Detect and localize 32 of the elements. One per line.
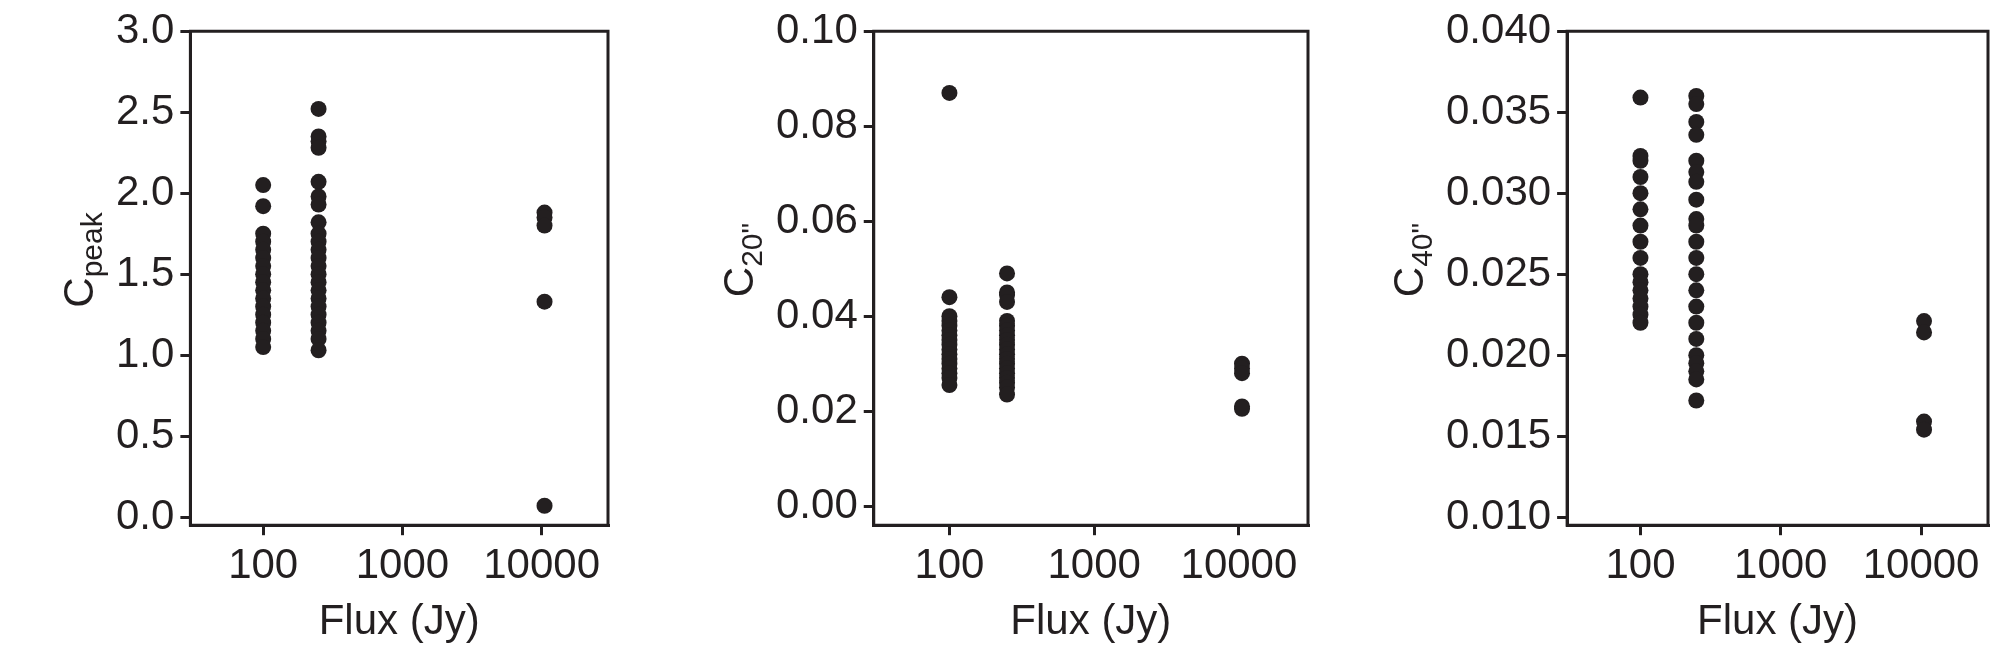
x-tick-label: 100 (914, 539, 985, 587)
x-tick-label: 100 (1605, 539, 1676, 587)
y-tick-label: 1.0 (116, 328, 175, 376)
x-axis-title: Flux (Jy) (1697, 596, 1859, 644)
x-tick-label: 1000 (1047, 539, 1141, 587)
x-tick-label: 10000 (1862, 539, 1980, 587)
y-tick-label: 1.5 (116, 247, 175, 295)
y-tick-label: 3.0 (116, 4, 175, 52)
x-tick-label: 100 (228, 539, 299, 587)
y-tick-label: 0.015 (1445, 409, 1552, 457)
y-tick-label: 0.08 (775, 99, 858, 147)
y-tick-label: 0.00 (775, 479, 858, 527)
y-tick-label: 0.10 (775, 4, 858, 52)
x-axis-title: Flux (Jy) (1010, 596, 1172, 644)
y-tick-label: 0.020 (1445, 328, 1552, 376)
y-tick-label: 0.0 (116, 490, 175, 538)
y-tick-label: 0.010 (1445, 490, 1552, 538)
y-tick-label: 2.5 (116, 85, 175, 133)
y-tick-label: 0.02 (775, 384, 858, 432)
y-tick-label: 0.025 (1445, 247, 1552, 295)
y-tick-label: 0.040 (1445, 4, 1552, 52)
x-tick-label: 10000 (483, 539, 600, 587)
y-tick-label: 0.030 (1445, 166, 1552, 214)
y-tick-label: 0.035 (1445, 85, 1552, 133)
y-tick-label: 2.0 (116, 166, 175, 214)
x-tick-label: 1000 (1734, 539, 1828, 587)
x-tick-label: 1000 (355, 539, 450, 587)
y-tick-label: 0.06 (775, 194, 858, 242)
y-tick-label: 0.04 (775, 289, 858, 337)
x-tick-label: 10000 (1180, 539, 1298, 587)
x-axis-title: Flux (Jy) (318, 596, 480, 644)
y-tick-label: 0.5 (116, 409, 175, 457)
